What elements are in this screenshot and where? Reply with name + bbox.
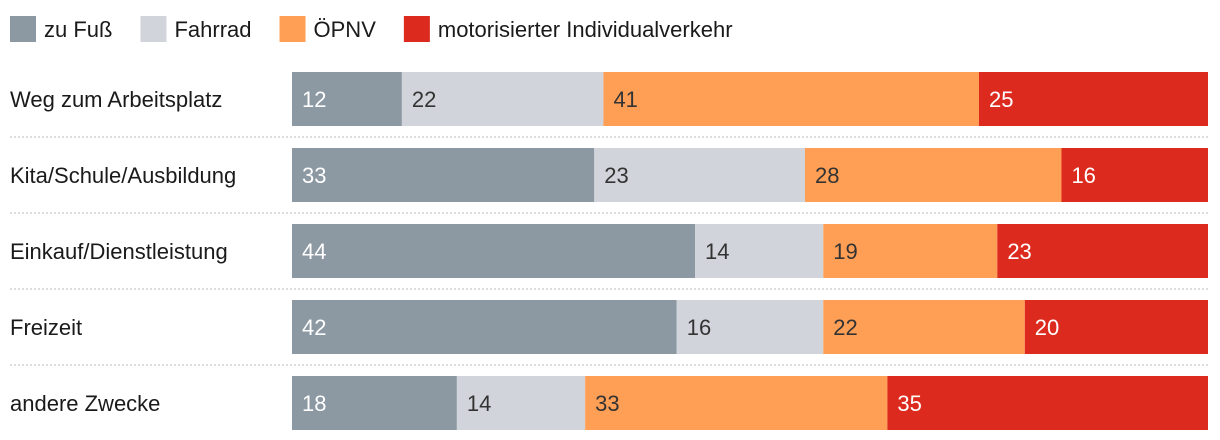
bar-segment-pnv xyxy=(823,224,998,278)
legend-label: Fahrrad xyxy=(174,17,251,42)
bar-segment-pnv xyxy=(603,72,979,126)
data-label: 42 xyxy=(302,315,326,340)
category-label: Weg zum Arbeitsplatz xyxy=(10,87,222,112)
data-label: 22 xyxy=(833,315,857,340)
bar-segment-fahrrad xyxy=(676,300,824,354)
bar-row: Freizeit 42 16 22 20 xyxy=(10,300,1208,366)
data-label: 19 xyxy=(833,239,857,264)
bar-segment-fahrrad xyxy=(594,148,805,202)
data-label: 20 xyxy=(1035,315,1059,340)
bar-segment-zu-fu xyxy=(292,224,696,278)
data-label: 16 xyxy=(687,315,711,340)
data-label: 28 xyxy=(815,163,839,188)
data-label: 33 xyxy=(302,163,326,188)
bar-segment-motorisierter-individualverkehr xyxy=(979,72,1208,126)
bar-row: Einkauf/Dienstleistung 44 14 19 23 xyxy=(10,224,1208,290)
bar-segment-fahrrad xyxy=(456,376,586,430)
bar-segment-zu-fu xyxy=(292,376,457,430)
data-label: 18 xyxy=(302,391,326,416)
bar-row: Kita/Schule/Ausbildung 33 23 28 16 xyxy=(10,148,1208,214)
legend-item-fahrrad: Fahrrad xyxy=(140,16,252,42)
bar-segment-fahrrad xyxy=(695,224,824,278)
legend-swatch xyxy=(140,16,167,42)
bar-row: Weg zum Arbeitsplatz 12 22 41 25 xyxy=(10,72,1208,138)
bar-segment-motorisierter-individualverkehr xyxy=(1024,300,1208,354)
legend-label: motorisierter Individualverkehr xyxy=(438,17,733,42)
data-label: 14 xyxy=(705,239,729,264)
legend-swatch xyxy=(10,16,36,42)
data-label: 14 xyxy=(467,391,491,416)
bar-segment-zu-fu xyxy=(292,300,677,354)
bar-segment-zu-fu xyxy=(292,148,595,202)
data-label: 44 xyxy=(302,239,326,264)
legend-item-pnv: ÖPNV xyxy=(279,16,377,42)
bar-row: andere Zwecke 18 14 33 35 xyxy=(10,376,1208,430)
legend-label: zu Fuß xyxy=(44,17,112,42)
category-label: andere Zwecke xyxy=(10,391,160,416)
data-label: 12 xyxy=(302,87,326,112)
data-label: 35 xyxy=(897,391,921,416)
category-label: Freizeit xyxy=(10,315,82,340)
bar-segment-motorisierter-individualverkehr xyxy=(887,376,1208,430)
chart-rows: Weg zum Arbeitsplatz 12 22 41 25 Kita/Schule/… xyxy=(10,72,1208,430)
data-label: 23 xyxy=(604,163,628,188)
data-label: 25 xyxy=(989,87,1013,112)
category-label: Kita/Schule/Ausbildung xyxy=(10,163,236,188)
legend-label: ÖPNV xyxy=(314,17,377,42)
bar-segment-zu-fu xyxy=(292,72,402,126)
data-label: 33 xyxy=(595,391,619,416)
legend-swatch xyxy=(279,16,306,42)
bar-segment-fahrrad xyxy=(401,72,604,126)
bar-segment-pnv xyxy=(804,148,1062,202)
legend: zu Fuß Fahrrad ÖPNV motorisierter Individua… xyxy=(10,16,733,42)
data-label: 16 xyxy=(1071,163,1095,188)
legend-item-zu-fu: zu Fuß xyxy=(10,16,112,42)
legend-item-motorisierter-individualverkehr: motorisierter Individualverkehr xyxy=(403,16,733,42)
data-label: 41 xyxy=(613,87,637,112)
bar-segment-motorisierter-individualverkehr xyxy=(1061,148,1208,202)
data-label: 23 xyxy=(1007,239,1031,264)
bar-segment-pnv xyxy=(585,376,888,430)
bar-segment-pnv xyxy=(823,300,1025,354)
bar-segment-motorisierter-individualverkehr xyxy=(997,224,1208,278)
legend-swatch xyxy=(403,16,430,42)
category-label: Einkauf/Dienstleistung xyxy=(10,239,228,264)
data-label: 22 xyxy=(412,87,436,112)
